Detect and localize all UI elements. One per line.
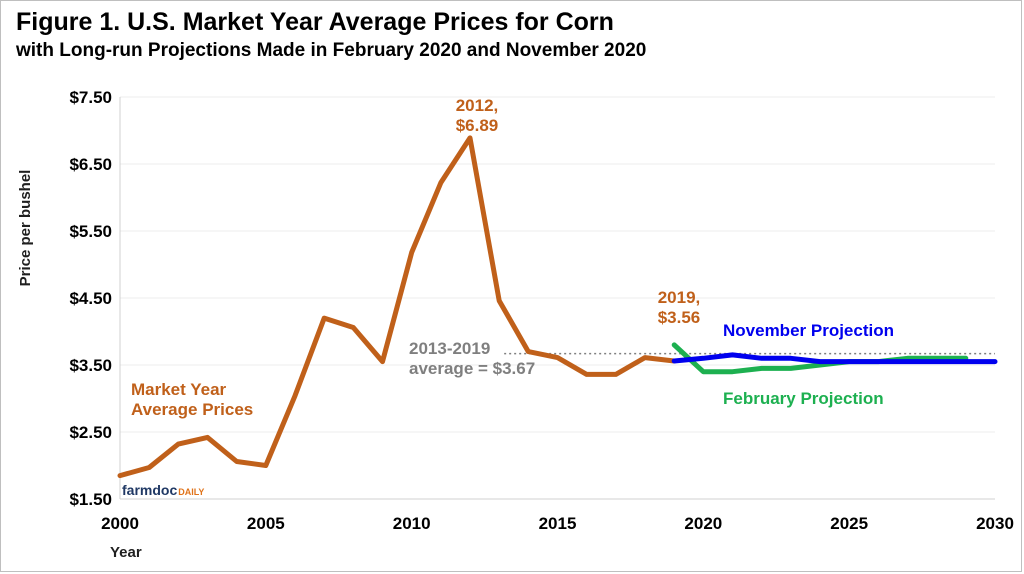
annotation-peak-line-1: 2012, xyxy=(456,96,499,115)
annotation-peak-line-2: $6.89 xyxy=(456,116,499,135)
y-tick-2-50: $2.50 xyxy=(69,423,112,442)
x-tick-2025: 2025 xyxy=(830,514,868,533)
logo-text-daily: DAILY xyxy=(178,487,204,497)
x-tick-2030: 2030 xyxy=(976,514,1014,533)
annotation-feb-line-1: February Projection xyxy=(723,389,884,408)
gridlines xyxy=(120,96,995,433)
annotation-last-line-2: $3.56 xyxy=(658,308,701,327)
y-tick-1-50: $1.50 xyxy=(69,490,112,509)
chart-subtitle: with Long-run Projections Made in Februa… xyxy=(16,40,647,61)
y-tick-3-50: $3.50 xyxy=(69,356,112,375)
series-line-market-year-average-prices xyxy=(117,135,677,479)
series-line-february-projection xyxy=(671,342,969,375)
x-tick-2020: 2020 xyxy=(684,514,722,533)
logo-text-farmdoc: farmdoc xyxy=(122,482,177,498)
svg-text:farmdocDAILY: farmdocDAILY xyxy=(122,482,204,498)
x-tick-2000: 2000 xyxy=(101,514,139,533)
x-tick-2015: 2015 xyxy=(539,514,577,533)
x-tick-labels: 2000 2005 2010 2015 2020 2025 2030 xyxy=(101,514,1014,533)
farmdoc-logo: farmdocDAILY xyxy=(122,482,204,498)
y-tick-6-50: $6.50 xyxy=(69,155,112,174)
chart-title: Figure 1. U.S. Market Year Average Price… xyxy=(16,8,614,36)
annotation-mya-line-2: Average Prices xyxy=(131,400,253,419)
y-axis-label: Price per bushel xyxy=(17,170,34,287)
x-tick-2010: 2010 xyxy=(393,514,431,533)
x-axis-label: Year xyxy=(110,544,142,561)
annotation-avg-line-1: 2013-2019 xyxy=(409,339,490,358)
y-tick-labels: $1.50 $2.50 $3.50 $4.50 $5.50 $6.50 $7.50 xyxy=(69,88,112,509)
series-lines xyxy=(117,135,998,479)
axes xyxy=(119,97,995,500)
annotation-nov-line-1: November Projection xyxy=(723,321,894,340)
annotation-last-line-1: 2019, xyxy=(658,288,701,307)
series-line-november-projection xyxy=(671,352,998,365)
annotation-mya-line-1: Market Year xyxy=(131,380,227,399)
y-tick-5-50: $5.50 xyxy=(69,222,112,241)
annotation-avg-line-2: average = $3.67 xyxy=(409,359,535,378)
y-tick-4-50: $4.50 xyxy=(69,289,112,308)
y-tick-7-50: $7.50 xyxy=(69,88,112,107)
x-tick-2005: 2005 xyxy=(247,514,285,533)
